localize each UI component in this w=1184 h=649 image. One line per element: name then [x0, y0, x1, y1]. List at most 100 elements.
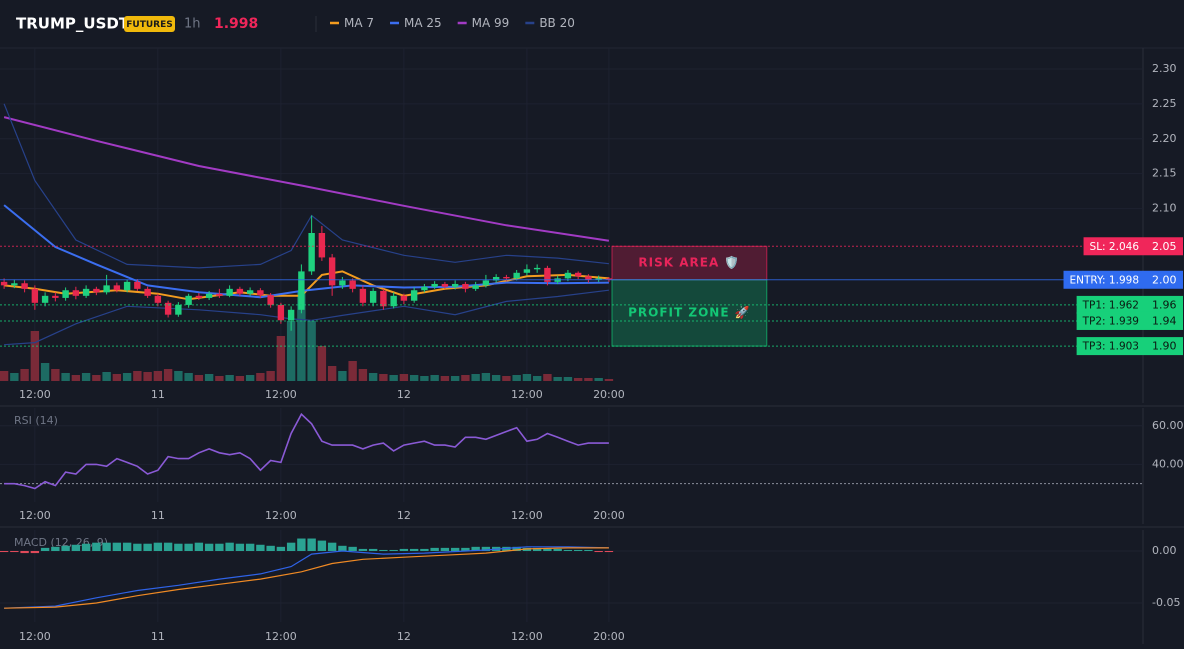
- volume-bar: [0, 371, 9, 381]
- volume-bar: [51, 369, 60, 381]
- volume-bar: [215, 376, 224, 381]
- y-tick-label: 2.20: [1152, 132, 1177, 145]
- candle-body: [503, 276, 510, 279]
- candle-body: [226, 288, 233, 296]
- candle-body: [82, 288, 90, 296]
- candle-body: [11, 283, 18, 286]
- y-tick-label: 40.00: [1152, 457, 1184, 470]
- histogram-bar: [256, 544, 265, 551]
- candle-body: [400, 295, 408, 301]
- x-tick-label: 12:00: [19, 509, 51, 522]
- candle-body: [472, 285, 479, 289]
- ma-line: [3, 116, 610, 242]
- volume-bar: [71, 375, 81, 381]
- candle-body: [390, 295, 397, 307]
- legend-label: BB 20: [539, 16, 575, 30]
- y-tick-label: 2.30: [1152, 62, 1177, 75]
- candle-body: [113, 285, 121, 291]
- histogram-bar: [194, 542, 204, 551]
- histogram-bar: [573, 549, 583, 551]
- histogram-bar: [153, 542, 163, 551]
- volume-bar: [297, 291, 306, 381]
- price: 1.998: [214, 16, 258, 32]
- x-tick-label: 12: [397, 630, 411, 643]
- candle-body: [21, 283, 28, 289]
- histogram-bar: [399, 548, 409, 551]
- histogram-bar: [338, 545, 347, 551]
- volume-bar: [112, 374, 122, 381]
- candle-body: [328, 257, 336, 286]
- candle-body: [359, 288, 367, 303]
- candle-body: [410, 290, 418, 301]
- histogram-bar: [122, 542, 132, 551]
- volume-bar: [379, 374, 388, 381]
- zone-label: RISK AREA 🛡️: [638, 256, 740, 270]
- volume-bar: [102, 372, 111, 381]
- candle-body: [267, 295, 274, 305]
- candle-body: [257, 290, 264, 296]
- volume-bar: [153, 371, 163, 381]
- candle-body: [185, 295, 192, 305]
- volume-bar: [348, 361, 357, 381]
- histogram-bar: [379, 549, 388, 551]
- volume-bar: [461, 375, 470, 381]
- candle-body: [431, 283, 438, 287]
- y-tick-label: 60.00: [1152, 419, 1184, 432]
- volume-bar: [184, 373, 193, 381]
- histogram-bar: [174, 543, 183, 551]
- symbol: TRUMP_USDT: [16, 15, 130, 33]
- histogram-bar: [389, 549, 398, 551]
- level-axis-box: [1143, 295, 1183, 314]
- volume-bar: [204, 374, 214, 381]
- candle-body: [533, 267, 541, 270]
- volume-bar: [122, 373, 132, 381]
- level-axis-label: 1.94: [1152, 314, 1177, 327]
- histogram-bar: [102, 542, 111, 551]
- histogram-bar: [553, 548, 562, 551]
- volume-bar: [30, 331, 40, 381]
- x-tick-label: 12:00: [265, 509, 297, 522]
- volume-bar: [481, 373, 491, 381]
- level-axis-box: [1143, 270, 1183, 289]
- histogram-bar: [184, 543, 193, 551]
- histogram-bar: [481, 546, 491, 551]
- volume-bar: [512, 375, 521, 381]
- histogram-bar: [133, 543, 142, 551]
- zone-label: PROFIT ZONE 🚀: [628, 305, 751, 319]
- histogram-bar: [358, 548, 368, 551]
- volume-bar: [573, 378, 583, 381]
- candle-body: [236, 288, 244, 294]
- candle-body: [605, 278, 613, 280]
- histogram-bar: [327, 542, 337, 551]
- volume-bar: [194, 375, 204, 381]
- level-box: [1063, 270, 1143, 289]
- candle-body: [144, 288, 151, 296]
- candle-body: [134, 281, 141, 289]
- candle-body: [216, 293, 223, 296]
- histogram-bar: [163, 542, 173, 551]
- histogram-bar: [604, 550, 614, 553]
- level-box: [1076, 311, 1143, 330]
- market: FUTURES: [126, 20, 172, 30]
- volume-bar: [368, 373, 378, 381]
- x-tick-label: 20:00: [593, 630, 625, 643]
- candle-body: [595, 278, 602, 280]
- volume-bar: [256, 373, 265, 381]
- y-tick-label: 2.15: [1152, 167, 1177, 180]
- volume-bar: [81, 373, 91, 381]
- volume-bar: [502, 376, 511, 381]
- histogram-bar: [112, 542, 122, 551]
- histogram-bar: [409, 548, 419, 551]
- histogram-bar: [245, 543, 255, 551]
- x-tick-label: 12:00: [19, 388, 51, 401]
- candle-body: [62, 290, 69, 298]
- volume-bar: [440, 376, 450, 381]
- x-tick-label: 12: [397, 509, 411, 522]
- volume-bar: [450, 376, 460, 381]
- volume-bar: [317, 346, 327, 381]
- volume-bar: [584, 378, 593, 381]
- x-tick-label: 12:00: [511, 630, 543, 643]
- x-tick-label: 12:00: [19, 630, 51, 643]
- candle-body: [339, 280, 346, 286]
